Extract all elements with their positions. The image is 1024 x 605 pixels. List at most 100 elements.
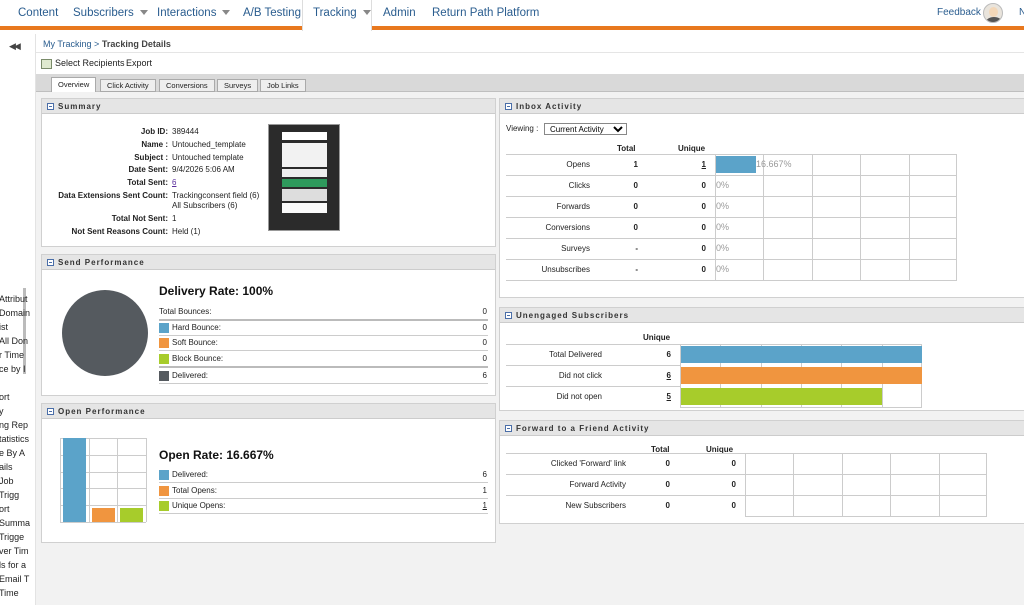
- open-rate: Open Rate: 16.667%: [159, 448, 274, 462]
- forward-row-total: 0: [665, 480, 670, 489]
- collapse-icon[interactable]: [505, 312, 512, 319]
- collapse-icon[interactable]: [505, 103, 512, 110]
- rail-item[interactable]: r Time: [0, 350, 25, 360]
- rail-item[interactable]: e By A: [0, 448, 26, 458]
- rail-item[interactable]: ce by I: [0, 364, 26, 374]
- row-divider: [506, 344, 680, 345]
- nav-label: Interactions: [157, 7, 217, 19]
- recipients-icon: [41, 58, 52, 69]
- tab-click-activity[interactable]: Click Activity: [100, 79, 156, 92]
- row-divider: [506, 196, 957, 197]
- inbox-row-unique: 0: [701, 244, 706, 253]
- inbox-row-percent: 0%: [716, 264, 730, 274]
- thumb-header-block: [282, 132, 327, 140]
- legend-swatch: [159, 354, 169, 364]
- pie-slice-delivered: [62, 290, 148, 376]
- rail-item[interactable]: ort: [0, 392, 10, 402]
- select-recipients-button[interactable]: Select Recipients: [41, 58, 125, 69]
- unengaged-row-value: 6: [666, 350, 671, 359]
- rail-item[interactable]: Job: [0, 476, 14, 486]
- collapse-icon[interactable]: [47, 259, 54, 266]
- unengaged-row-link[interactable]: 6: [666, 371, 671, 380]
- inbox-row-unique-link[interactable]: 1: [701, 160, 706, 169]
- email-thumbnail[interactable]: [268, 124, 340, 231]
- collapse-icon[interactable]: [47, 103, 54, 110]
- thumb-footer-block: [282, 203, 327, 213]
- rail-item[interactable]: tatistics: [0, 434, 30, 444]
- delivery-pie-chart: [62, 290, 148, 376]
- unengaged-title: Unengaged Subscribers: [516, 311, 630, 320]
- breadcrumb-current: Tracking Details: [101, 39, 171, 49]
- rail-scrollbar[interactable]: [23, 288, 26, 374]
- collapse-icon[interactable]: [505, 425, 512, 432]
- nav-label: A/B Testing: [243, 7, 301, 19]
- forward-row-unique: 0: [731, 459, 736, 468]
- summary-header: Summary: [42, 99, 495, 114]
- nav-content[interactable]: Content: [18, 0, 58, 26]
- nav-interactions[interactable]: Interactions: [157, 0, 231, 26]
- row-divider: [159, 335, 488, 336]
- feedback-link[interactable]: Feedback: [937, 7, 981, 18]
- chevron-down-icon: [139, 10, 148, 16]
- inbox-row-label: Conversions: [545, 223, 590, 232]
- rail-item[interactable]: ort: [0, 504, 10, 514]
- unengaged-row-link[interactable]: 5: [666, 392, 671, 401]
- rail-item[interactable]: Trigge: [0, 532, 25, 542]
- collapse-icon[interactable]: [47, 408, 54, 415]
- nav-ab-testing[interactable]: A/B Testing: [243, 0, 301, 26]
- open-row-value: 6: [482, 470, 487, 479]
- inbox-row-percent: 16.667%: [756, 159, 792, 169]
- tab-conversions[interactable]: Conversions: [159, 79, 215, 92]
- rail-item[interactable]: ng Rep: [0, 420, 29, 430]
- rail-item[interactable]: Domain: [0, 308, 31, 318]
- date-sent-label: Date Sent:: [128, 165, 168, 174]
- total-sent-link[interactable]: 6: [172, 178, 177, 187]
- rail-item[interactable]: Summa: [0, 518, 31, 528]
- nav-subscribers[interactable]: Subscribers: [73, 0, 148, 26]
- avatar[interactable]: [983, 3, 1003, 23]
- rail-item[interactable]: Email T: [0, 574, 30, 584]
- rail-item[interactable]: Attribut: [0, 294, 28, 304]
- nav-tracking[interactable]: Tracking: [302, 0, 372, 31]
- row-divider: [506, 474, 745, 475]
- tab-overview[interactable]: Overview: [51, 77, 97, 93]
- tab-job-links[interactable]: Job Links: [260, 79, 306, 92]
- total-not-sent-label: Total Not Sent:: [111, 214, 168, 223]
- nav-overflow[interactable]: N: [1019, 7, 1024, 18]
- open-performance-panel: Open Performance Open Rate: 16.667% Deli…: [41, 403, 496, 543]
- rail-item[interactable]: Time: [0, 588, 19, 598]
- rail-item[interactable]: ver Tim: [0, 546, 29, 556]
- open-row-value: 1: [482, 486, 487, 495]
- rail-item[interactable]: All Don: [0, 336, 29, 346]
- unengaged-col-unique: Unique: [643, 333, 671, 342]
- rail-item[interactable]: ls for a: [0, 560, 27, 570]
- inbox-row-percent: 0%: [716, 180, 730, 190]
- unique-opens-link[interactable]: 1: [482, 501, 487, 510]
- tab-surveys[interactable]: Surveys: [217, 79, 259, 92]
- row-divider: [506, 280, 957, 281]
- nav-admin[interactable]: Admin: [383, 0, 416, 26]
- subject-value: Untouched template: [172, 153, 244, 162]
- inbox-row-total: 0: [633, 223, 638, 232]
- inbox-row-total: -: [635, 265, 638, 274]
- nav-return-path[interactable]: Return Path Platform: [432, 0, 539, 26]
- inbox-activity-header: Inbox Activity: [500, 99, 1024, 114]
- unengaged-row-label: Total Delivered: [549, 350, 602, 359]
- rail-item[interactable]: y: [0, 406, 4, 416]
- nav-label: Return Path Platform: [432, 7, 540, 19]
- inbox-row-percent: 0%: [716, 243, 730, 253]
- send-row-value: 0: [482, 354, 487, 363]
- unengaged-header: Unengaged Subscribers: [500, 308, 1024, 323]
- export-button[interactable]: Export: [126, 58, 153, 68]
- breadcrumb-root[interactable]: My Tracking: [43, 39, 92, 49]
- double-chevron-left-icon[interactable]: ◀◀: [9, 41, 21, 51]
- rail-item[interactable]: Trigg: [0, 490, 20, 500]
- forward-row-label: Forward Activity: [569, 480, 626, 489]
- rail-item[interactable]: ist: [0, 322, 8, 332]
- open-row-label: Unique Opens:: [172, 501, 226, 510]
- viewing-select[interactable]: Current Activity: [544, 123, 627, 135]
- de-sent-count-label: Data Extensions Sent Count:: [58, 191, 168, 200]
- rail-item[interactable]: ails: [0, 462, 13, 472]
- row-divider: [159, 383, 488, 384]
- row-divider: [506, 386, 680, 387]
